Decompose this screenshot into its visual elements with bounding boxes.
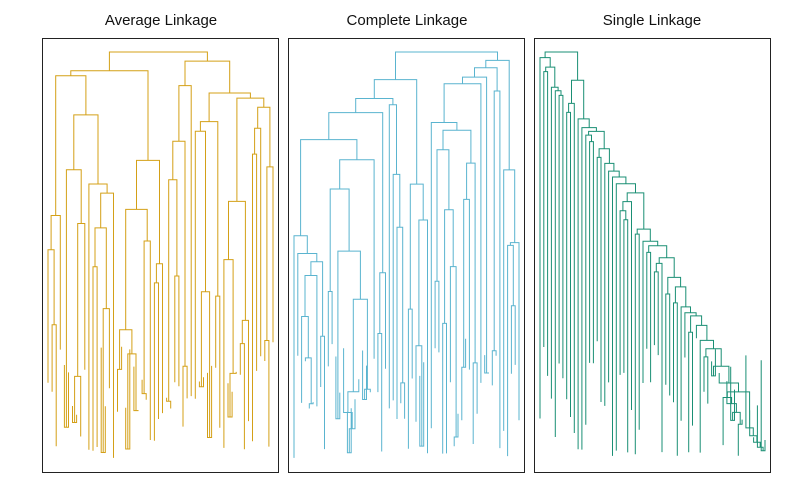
panel-title-complete: Complete Linkage bbox=[346, 12, 468, 29]
dendrogram-branches bbox=[293, 51, 520, 458]
panel-title-single: Single Linkage bbox=[602, 12, 702, 29]
panel-title-average: Average Linkage bbox=[104, 12, 218, 29]
dendrogram-single bbox=[534, 38, 771, 473]
dendrogram-branches bbox=[539, 51, 766, 456]
plot-frame bbox=[534, 38, 771, 473]
plot-frame bbox=[42, 38, 279, 473]
dendrogram-average bbox=[42, 38, 279, 473]
plot-frame bbox=[288, 38, 525, 473]
dendrogram-complete bbox=[288, 38, 525, 473]
dendrogram-branches bbox=[47, 51, 274, 458]
